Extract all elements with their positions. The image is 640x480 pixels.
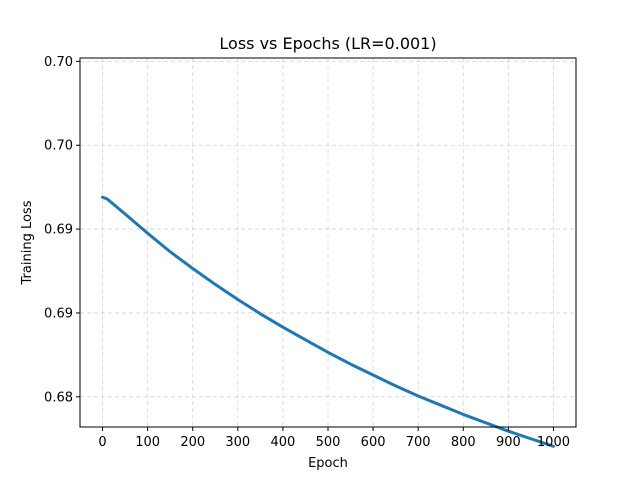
x-tick-label: 400	[270, 435, 295, 450]
x-tick-label: 800	[451, 435, 476, 450]
x-tick-label: 500	[316, 435, 341, 450]
x-tick-label: 300	[225, 435, 250, 450]
x-axis-label: Epoch	[308, 456, 348, 471]
grid	[80, 58, 576, 427]
y-tick-label: 0.68	[44, 390, 73, 405]
x-tick-label: 100	[135, 435, 160, 450]
series-layer	[101, 195, 555, 448]
chart-title: Loss vs Epochs (LR=0.001)	[219, 34, 436, 53]
y-tick-label: 0.69	[44, 306, 73, 321]
y-tick-label: 0.70	[44, 139, 73, 154]
x-tick-label: 200	[180, 435, 205, 450]
x-tick-label: 1000	[537, 435, 570, 450]
loss-series-line	[101, 195, 555, 448]
x-tick-label: 900	[496, 435, 521, 450]
x-tick-label: 600	[361, 435, 386, 450]
x-axis-ticks: 0 100 200 300 400 500 600 700 800 900 1000	[98, 427, 570, 450]
x-tick-label: 0	[98, 435, 106, 450]
y-tick-label: 0.70	[44, 55, 73, 70]
y-axis-ticks: 0.68 0.69 0.69 0.70 0.70	[44, 55, 80, 405]
y-axis-label: Training Loss	[20, 200, 35, 285]
x-tick-label: 700	[406, 435, 431, 450]
y-tick-label: 0.69	[44, 223, 73, 238]
